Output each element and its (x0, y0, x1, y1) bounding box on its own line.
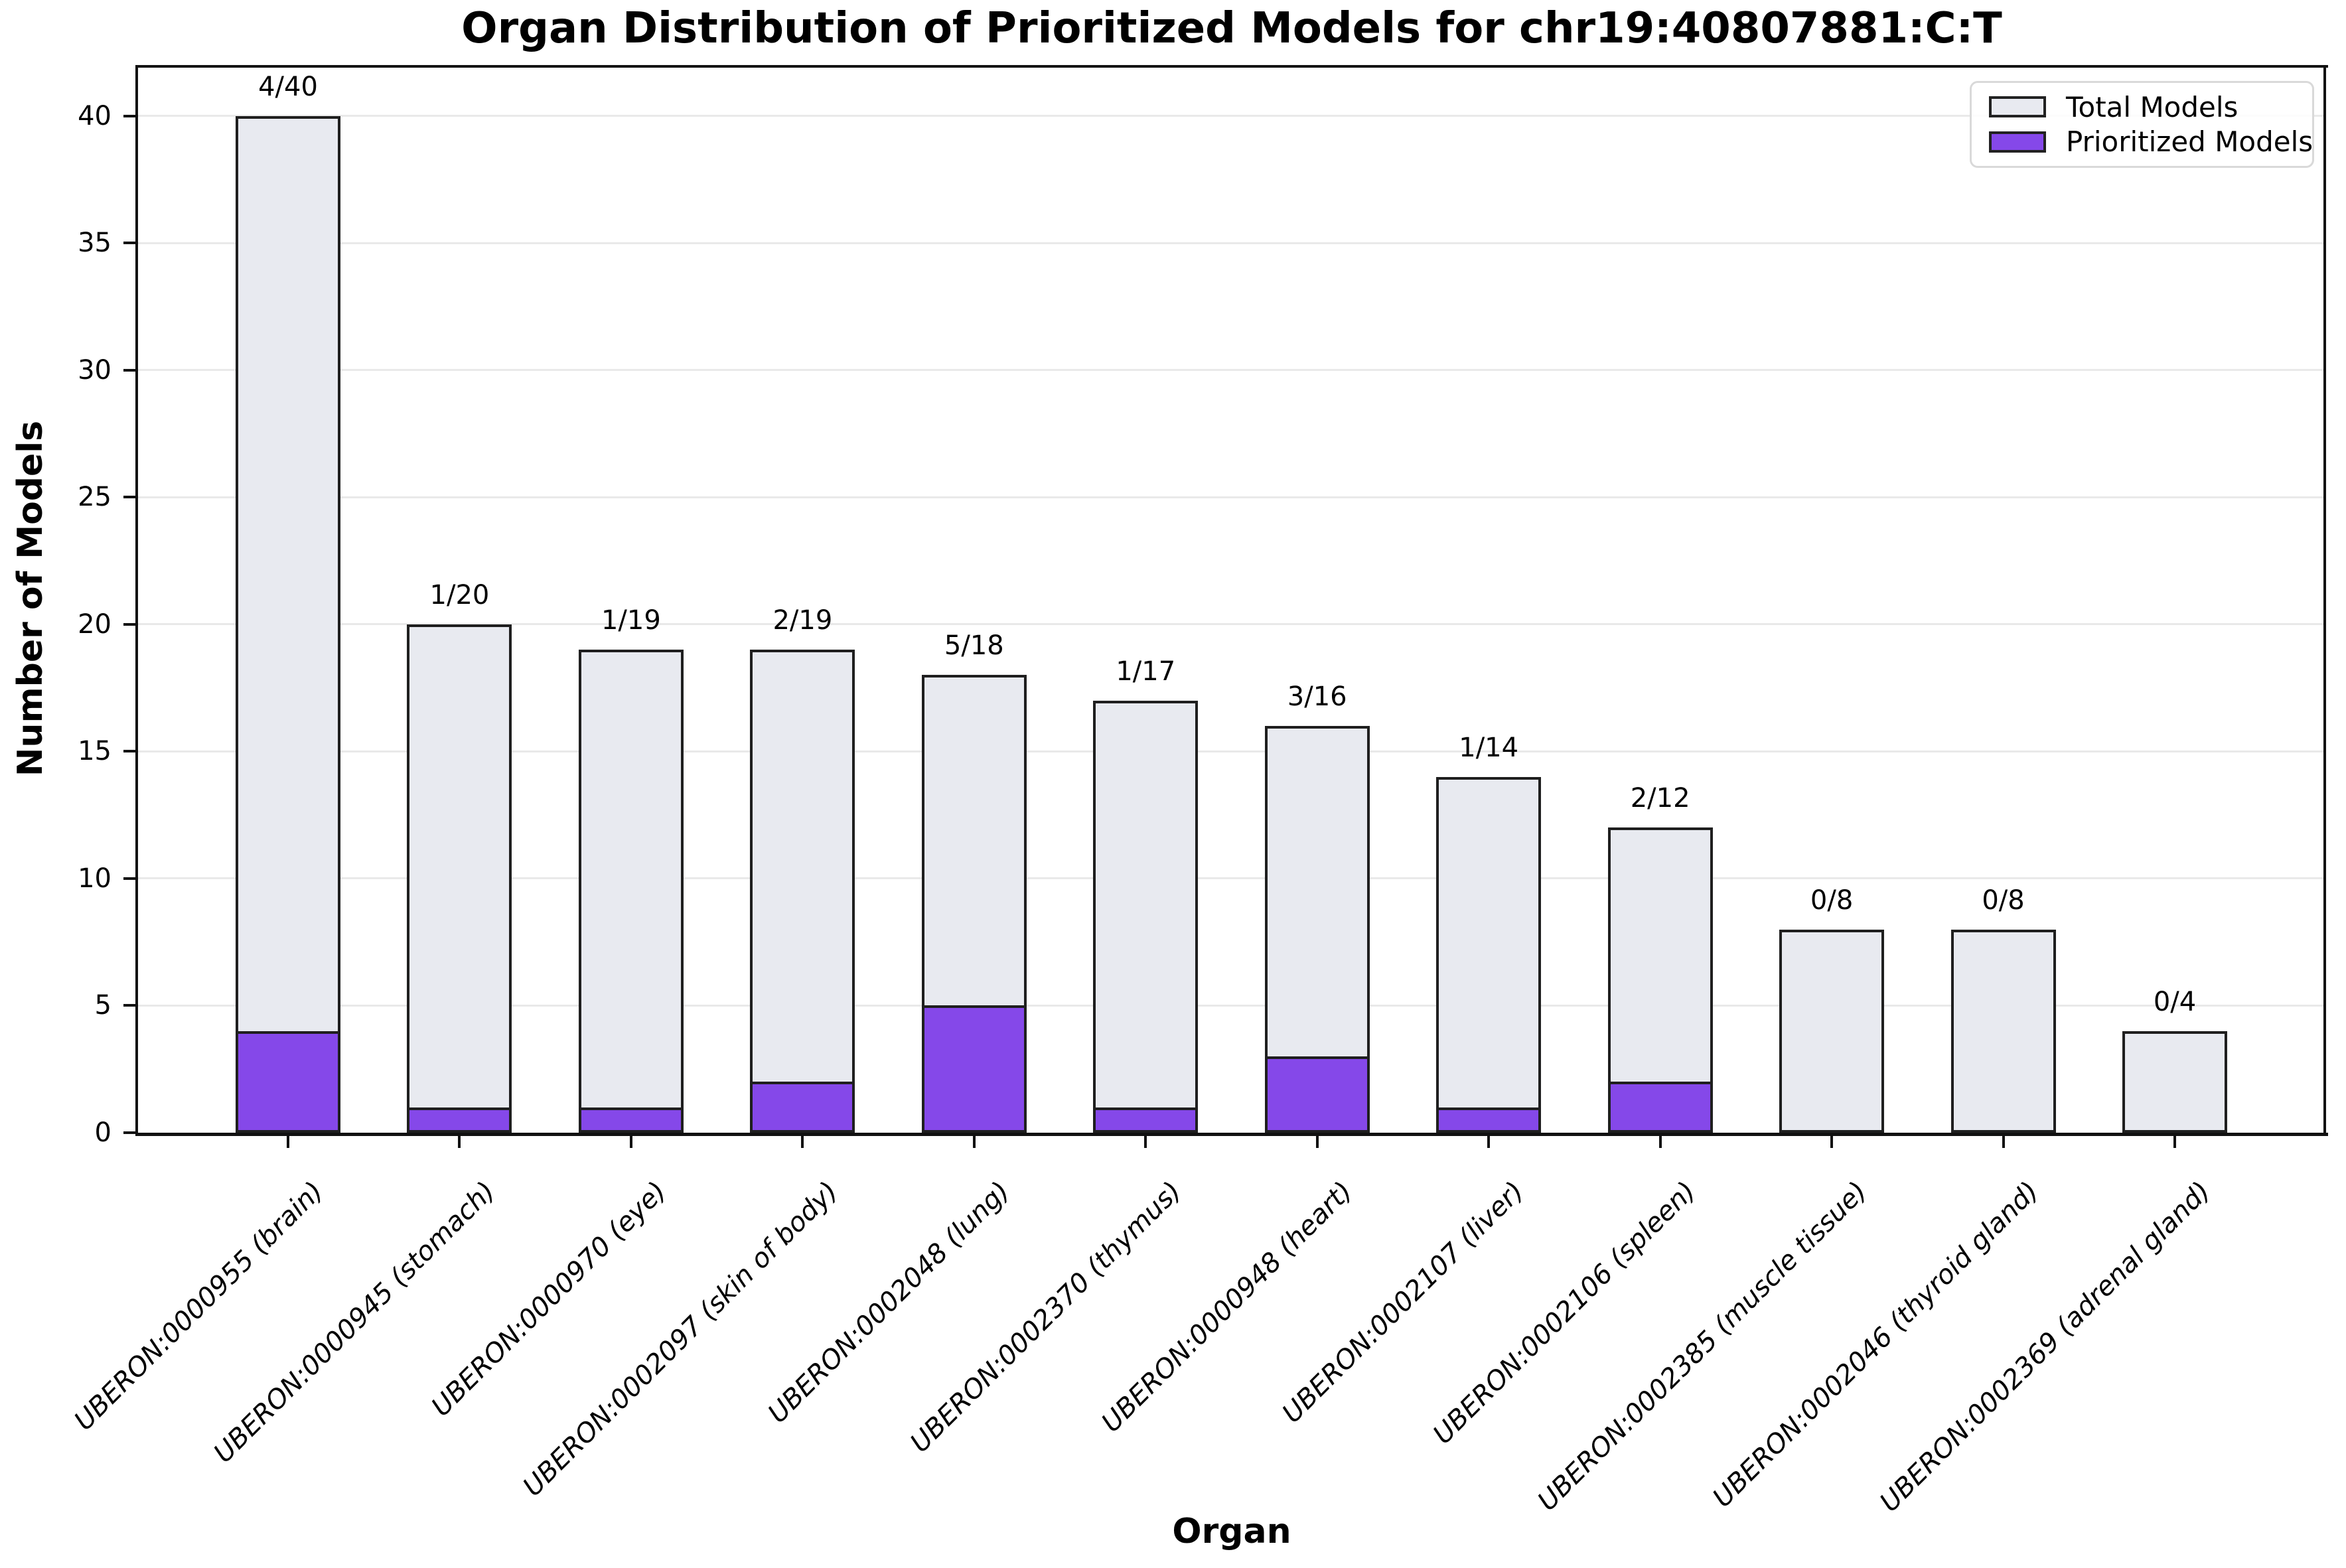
y-tick-label: 15 (78, 736, 111, 767)
bar-annotation: 2/19 (772, 605, 833, 636)
gridline (137, 877, 2326, 880)
bar-annotation: 2/12 (1630, 783, 1690, 814)
bar-total (2122, 1031, 2227, 1133)
y-tick-label: 40 (78, 100, 111, 131)
y-tick-label: 0 (94, 1117, 111, 1148)
bar-prioritized (921, 1005, 1027, 1133)
x-tick-label: UBERON:0002369 (adrenal gland) (1873, 1176, 2217, 1518)
y-tick (123, 114, 137, 117)
gridline (137, 623, 2326, 626)
bar-total (1436, 776, 1542, 1133)
bar-prioritized (578, 1107, 684, 1133)
gridline (137, 1004, 2326, 1007)
x-tick (1315, 1135, 1319, 1148)
bar-annotation: 3/16 (1287, 681, 1347, 713)
gridline (137, 242, 2326, 244)
legend-item-prioritized: Prioritized Models (1989, 125, 2313, 158)
y-tick-label: 5 (94, 990, 111, 1021)
right-spine (2323, 65, 2326, 1136)
x-tick (1830, 1135, 1834, 1148)
x-tick (458, 1135, 461, 1148)
x-tick (629, 1135, 632, 1148)
x-tick-label: UBERON:0002046 (thyroid gland) (1707, 1176, 2045, 1514)
bar-total (236, 115, 340, 1133)
bar-total (578, 650, 684, 1133)
bottom-spine (135, 1133, 2328, 1136)
gridline (137, 369, 2326, 372)
legend-item-total: Total Models (1989, 91, 2295, 123)
x-tick (1144, 1135, 1147, 1148)
x-tick (972, 1135, 976, 1148)
y-tick (123, 368, 137, 372)
y-tick-label: 30 (78, 354, 111, 386)
bar-total (1779, 929, 1885, 1133)
x-tick (2002, 1135, 2005, 1148)
bar-total (407, 624, 512, 1133)
x-tick (1658, 1135, 1662, 1148)
bar-prioritized (1093, 1107, 1199, 1133)
bar-prioritized (750, 1082, 855, 1133)
bar-annotation: 0/4 (2153, 986, 2197, 1017)
y-tick-label: 35 (78, 228, 111, 259)
bar-annotation: 1/19 (601, 605, 661, 636)
bar-annotation: 1/20 (429, 579, 490, 610)
legend: Total Models Prioritized Models (1970, 81, 2314, 168)
x-axis-label: Organ (1172, 1512, 1291, 1551)
left-spine (135, 65, 138, 1136)
y-tick-label: 10 (78, 863, 111, 894)
y-tick-label: 20 (78, 608, 111, 640)
legend-swatch-total-models (1989, 96, 2046, 118)
x-tick (801, 1135, 804, 1148)
bar-annotation: 0/8 (1982, 885, 2025, 916)
gridline (137, 496, 2326, 498)
y-tick (123, 1131, 137, 1134)
y-tick (123, 750, 137, 753)
y-tick (123, 1004, 137, 1007)
x-tick-label: UBERON:0002097 (skin of body) (517, 1176, 844, 1503)
bar-total (750, 650, 855, 1133)
bar-annotation: 1/17 (1116, 656, 1176, 687)
bar-prioritized (1436, 1107, 1542, 1133)
chart-title: Organ Distribution of Prioritized Models… (461, 4, 2002, 53)
y-tick (123, 496, 137, 499)
gridline (137, 750, 2326, 752)
x-tick-label: UBERON:0000945 (stomach) (208, 1176, 501, 1469)
top-spine (135, 65, 2328, 68)
bar-prioritized (1607, 1082, 1713, 1133)
bar-total (1607, 827, 1713, 1133)
bar-annotation: 5/18 (944, 630, 1004, 662)
bar-annotation: 0/8 (1810, 885, 1854, 916)
x-tick (1487, 1135, 1491, 1148)
bar-prioritized (407, 1107, 512, 1133)
bar-annotation: 1/14 (1459, 732, 1519, 763)
gridline (137, 115, 2326, 117)
y-tick (123, 877, 137, 880)
legend-label-prioritized-models: Prioritized Models (2066, 125, 2313, 159)
y-tick-label: 25 (78, 482, 111, 513)
bar-prioritized (1264, 1056, 1370, 1133)
y-tick (123, 242, 137, 245)
bar-total (1093, 700, 1199, 1133)
legend-label-total-models: Total Models (2066, 90, 2238, 123)
bar-total (1950, 929, 2056, 1133)
bar-prioritized (236, 1031, 340, 1133)
y-tick (123, 622, 137, 626)
bar-annotation: 4/40 (258, 71, 318, 102)
x-tick (287, 1135, 289, 1148)
x-tick-label: UBERON:0002385 (muscle tissue) (1532, 1176, 1873, 1517)
x-tick-label: UBERON:0002370 (thymus) (904, 1176, 1187, 1459)
legend-swatch-prioritized-models (1989, 131, 2046, 153)
y-axis-label: Number of Models (11, 420, 50, 777)
x-tick (2173, 1135, 2176, 1148)
